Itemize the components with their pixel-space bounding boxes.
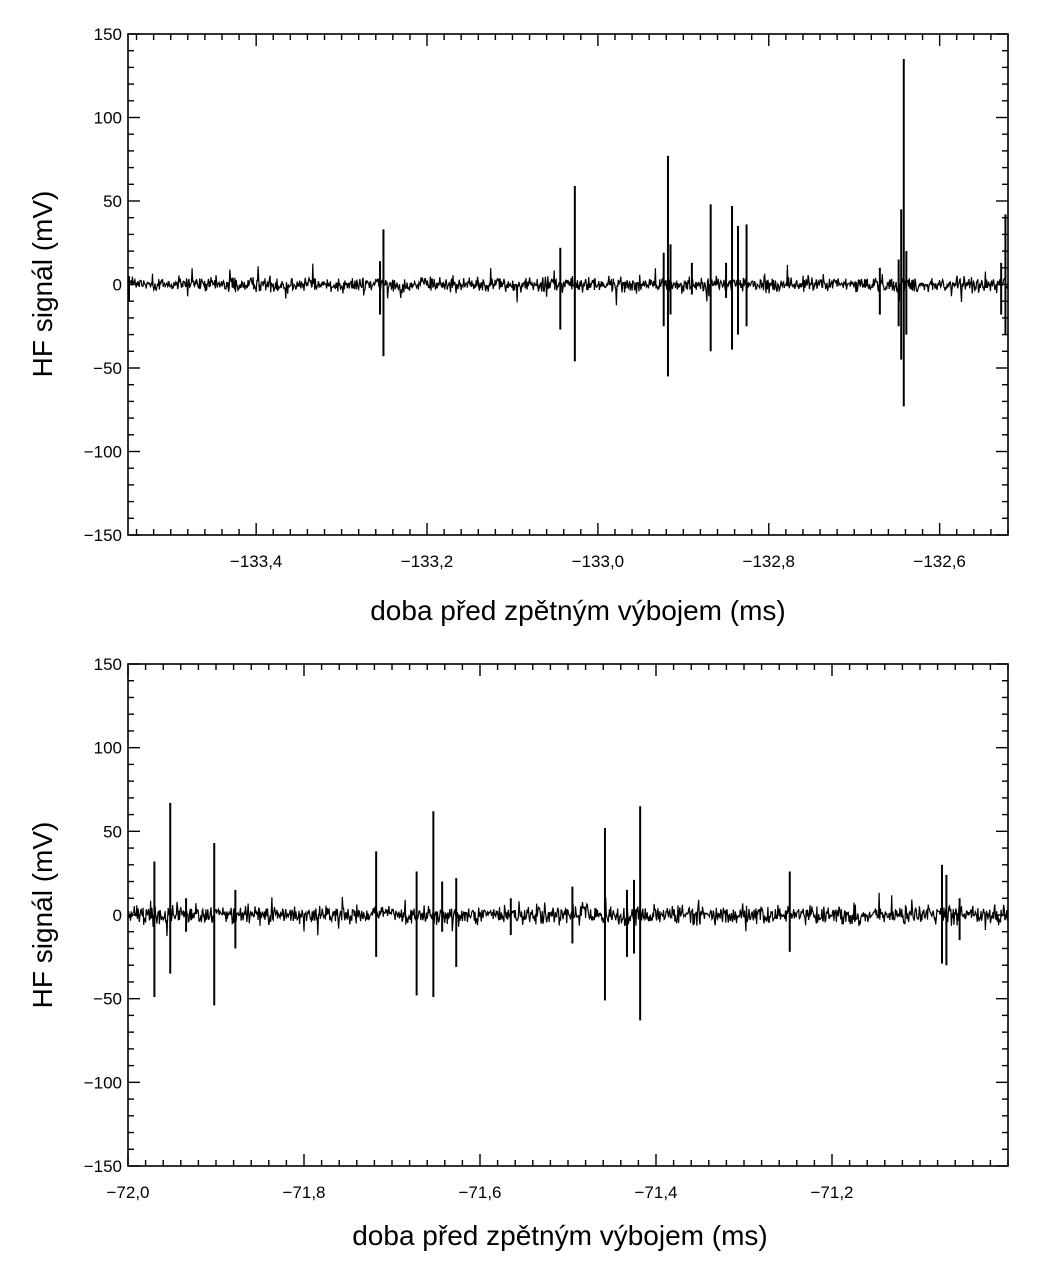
plot-area-bottom — [127, 802, 1009, 1021]
x-tick-label: −71,4 — [634, 1183, 677, 1202]
y-tick-label: 150 — [94, 655, 122, 674]
ticks-top: −150 −100 −50 0 50 100 150 −133,4 −133,2 −133,0 −1… — [84, 25, 1009, 571]
x-tick-label: −71,6 — [458, 1183, 501, 1202]
y-axis-title-bottom: HF signál (mV) — [27, 822, 58, 1009]
y-tick-label: −150 — [84, 1157, 122, 1176]
x-axis-title-bottom: doba před zpětným výbojem (ms) — [352, 1220, 768, 1251]
x-tick-label: −71,8 — [282, 1183, 325, 1202]
y-tick-label: 50 — [103, 192, 122, 211]
x-tick-label: −132,6 — [913, 552, 965, 571]
plot-area-top — [127, 59, 1009, 407]
x-tick-label: −133,0 — [572, 552, 624, 571]
y-tick-label: 0 — [113, 276, 122, 295]
y-tick-label: −100 — [84, 1073, 122, 1092]
y-tick-label: 0 — [113, 906, 122, 925]
chart-panel-top: −150 −100 −50 0 50 100 150 −133,4 −133,2 −133,0 −1… — [27, 25, 1009, 626]
x-tick-label: −71,2 — [810, 1183, 853, 1202]
y-tick-label: 150 — [94, 25, 122, 44]
y-tick-label: −150 — [84, 526, 122, 545]
y-tick-label: 100 — [94, 739, 122, 758]
signal-noise-trace — [127, 263, 1009, 306]
x-axis-title-top: doba před zpětným výbojem (ms) — [370, 595, 786, 626]
ticks-bottom: −150 −100 −50 0 50 100 150 −72,0 −71,8 −71,6 −71,4… — [84, 655, 1009, 1202]
x-tick-label: −72,0 — [106, 1183, 149, 1202]
y-tick-label: −50 — [93, 990, 122, 1009]
y-tick-label: −100 — [84, 443, 122, 462]
y-axis-title-top: HF signál (mV) — [27, 191, 58, 378]
y-tick-label: −50 — [93, 359, 122, 378]
signal-noise-trace — [127, 892, 1009, 937]
y-tick-label: 50 — [103, 822, 122, 841]
x-tick-label: −132,8 — [743, 552, 795, 571]
chart-panel-bottom: −150 −100 −50 0 50 100 150 −72,0 −71,8 −71,6 −71,4… — [27, 655, 1009, 1251]
x-tick-label: −133,2 — [401, 552, 453, 571]
x-tick-label: −133,4 — [230, 552, 282, 571]
y-tick-label: 100 — [94, 109, 122, 128]
